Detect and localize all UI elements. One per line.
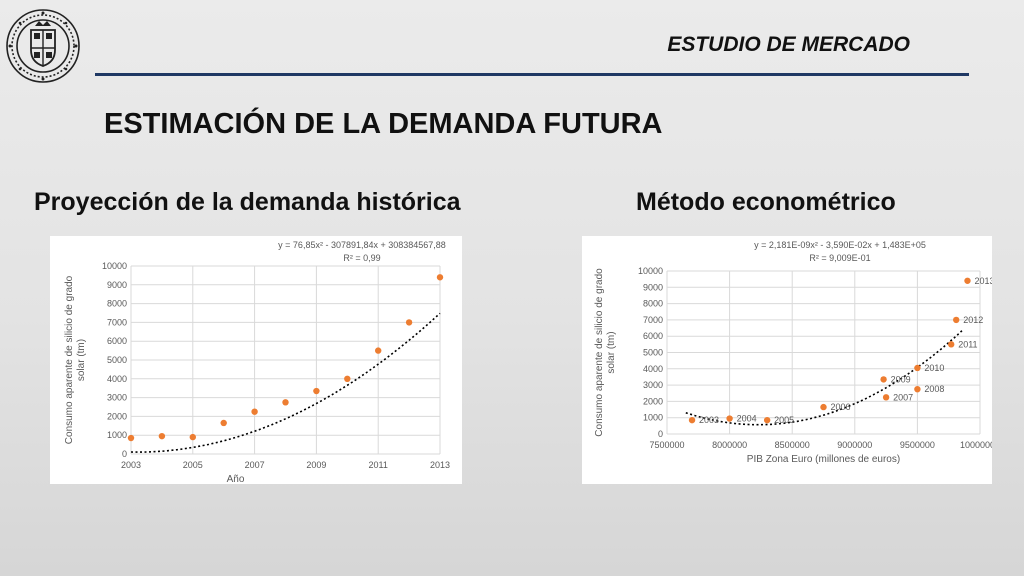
y-tick-label: 7000 bbox=[643, 315, 663, 325]
point-label: 2005 bbox=[774, 415, 794, 425]
data-point bbox=[880, 376, 887, 383]
y-tick-label: 10000 bbox=[102, 261, 127, 271]
x-tick-label: 2009 bbox=[306, 460, 326, 470]
y-tick-label: 9000 bbox=[643, 282, 663, 292]
data-point bbox=[375, 347, 382, 354]
x-tick-label: 2003 bbox=[121, 460, 141, 470]
point-label: 2006 bbox=[831, 402, 851, 412]
data-point bbox=[158, 432, 166, 440]
data-point bbox=[127, 434, 135, 442]
x-tick-label: 2007 bbox=[245, 460, 265, 470]
x-tick-label: 8000000 bbox=[712, 440, 747, 450]
econometric-svg: 0 1000 2000 3000 4000 5000 6000 7000 8000 9000 100… bbox=[594, 240, 992, 465]
data-point bbox=[763, 416, 771, 424]
y-tick-label: 9000 bbox=[107, 280, 127, 290]
header-divider bbox=[95, 73, 969, 76]
data-point bbox=[344, 375, 351, 382]
y-axis-label: Consumo aparente de silicio de gradosola… bbox=[64, 275, 87, 444]
point-label: 2008 bbox=[924, 384, 944, 394]
x-tick-label: 7500000 bbox=[649, 440, 684, 450]
trend-r2: R² = 9,009E-01 bbox=[809, 253, 870, 263]
data-point bbox=[405, 319, 413, 326]
y-tick-label: 3000 bbox=[643, 380, 663, 390]
x-tick-label: 8500000 bbox=[775, 440, 810, 450]
y-tick-label: 6000 bbox=[643, 331, 663, 341]
data-point bbox=[220, 419, 227, 427]
x-tick-label: 10000000 bbox=[960, 440, 992, 450]
y-tick-label: 2000 bbox=[107, 411, 127, 421]
y-tick-label: 4000 bbox=[643, 364, 663, 374]
data-point bbox=[313, 387, 320, 395]
trend-equation: y = 2,181E-09x² - 3,590E-02x + 1,483E+05 bbox=[754, 240, 926, 250]
x-tick-label: 9000000 bbox=[837, 440, 872, 450]
data-point bbox=[964, 277, 971, 284]
y-tick-label: 3000 bbox=[107, 393, 127, 403]
y-axis-label: Consumo aparente de silicio de gradosola… bbox=[594, 268, 617, 437]
y-tick-label: 8000 bbox=[107, 299, 127, 309]
y-tick-label: 10000 bbox=[638, 266, 663, 276]
point-label: 2003 bbox=[699, 415, 719, 425]
y-tick-label: 1000 bbox=[643, 413, 663, 423]
point-label: 2007 bbox=[893, 392, 913, 402]
trendline bbox=[685, 328, 965, 426]
data-point bbox=[953, 316, 960, 324]
y-tick-label: 8000 bbox=[643, 299, 663, 309]
point-label: 2012 bbox=[963, 315, 983, 325]
x-axis-label: PIB Zona Euro (millones de euros) bbox=[747, 454, 900, 465]
trend-equation: y = 76,85x² - 307891,84x + 308384567,88 bbox=[278, 240, 446, 250]
data-point bbox=[282, 399, 289, 406]
x-tick-label: 2011 bbox=[369, 460, 388, 470]
slide-title: ESTIMACIÓN DE LA DEMANDA FUTURA bbox=[104, 108, 663, 140]
historical-projection-svg: 0 1000 2000 3000 4000 5000 6000 7000 8000 9000 100… bbox=[64, 240, 450, 484]
x-tick-label: 2005 bbox=[183, 460, 203, 470]
data-point bbox=[882, 394, 890, 401]
point-label: 2013 bbox=[974, 276, 992, 286]
y-tick-label: 2000 bbox=[643, 396, 663, 406]
x-axis-label: Año bbox=[227, 474, 245, 484]
point-label: 2011 bbox=[958, 339, 977, 349]
trendline bbox=[130, 312, 441, 453]
data-point bbox=[948, 341, 955, 348]
left-chart-heading: Proyección de la demanda histórica bbox=[34, 188, 461, 216]
data-point bbox=[189, 433, 196, 441]
y-tick-label: 1000 bbox=[107, 430, 127, 440]
right-chart-heading: Método econométrico bbox=[636, 188, 896, 216]
y-tick-label: 7000 bbox=[107, 317, 127, 327]
university-seal-logo bbox=[6, 9, 80, 83]
data-point bbox=[436, 274, 444, 281]
trend-r2: R² = 0,99 bbox=[343, 253, 380, 263]
econometric-chart: 0 1000 2000 3000 4000 5000 6000 7000 8000 9000 100… bbox=[582, 236, 992, 484]
y-tick-label: 0 bbox=[658, 429, 663, 439]
x-tick-label: 9500000 bbox=[900, 440, 935, 450]
data-point bbox=[914, 385, 921, 393]
historical-projection-chart: 0 1000 2000 3000 4000 5000 6000 7000 8000 9000 100… bbox=[50, 236, 462, 484]
data-point bbox=[251, 408, 258, 415]
y-tick-label: 4000 bbox=[107, 374, 127, 384]
point-label: 2004 bbox=[737, 414, 757, 424]
data-point bbox=[820, 403, 827, 411]
y-tick-label: 5000 bbox=[643, 348, 663, 358]
y-tick-label: 5000 bbox=[107, 355, 127, 365]
section-header: ESTUDIO DE MERCADO bbox=[667, 33, 910, 56]
point-label: 2009 bbox=[891, 374, 911, 384]
data-point bbox=[726, 415, 733, 422]
x-tick-label: 2013 bbox=[430, 460, 450, 470]
data-point bbox=[688, 416, 696, 424]
data-point bbox=[914, 364, 921, 372]
point-label: 2010 bbox=[924, 363, 944, 373]
y-tick-label: 0 bbox=[122, 449, 127, 459]
y-tick-label: 6000 bbox=[107, 336, 127, 346]
